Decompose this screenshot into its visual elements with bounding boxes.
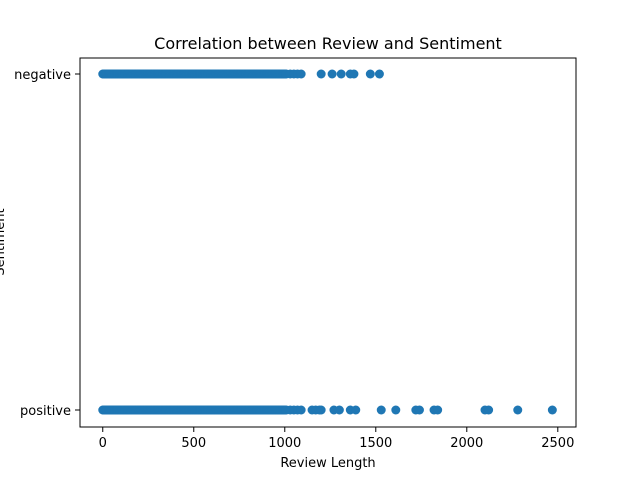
plot-frame (79, 57, 577, 428)
data-point (336, 69, 346, 79)
data-point (547, 405, 557, 415)
chart-title: Correlation between Review and Sentiment (154, 34, 502, 53)
x-axis: 0 500 1000 1500 2000 2500 (99, 427, 574, 451)
y-tick-label: negative (14, 68, 71, 83)
x-tick-label: 1000 (268, 436, 301, 451)
data-point (296, 69, 306, 79)
data-point (351, 405, 361, 415)
x-tick-label: 500 (181, 436, 206, 451)
x-axis-label: Review Length (280, 456, 375, 471)
x-tick-label: 2000 (450, 436, 483, 451)
data-point (433, 405, 443, 415)
data-point (327, 69, 337, 79)
x-tick-label: 2500 (541, 436, 574, 451)
data-point (414, 405, 424, 415)
y-axis-label: Sentiment (0, 208, 8, 275)
data-point (296, 405, 306, 415)
data-point (484, 405, 494, 415)
data-point (316, 69, 326, 79)
data-point (376, 405, 386, 415)
plot-background (80, 58, 576, 427)
data-point (316, 405, 326, 415)
y-axis: positive negative (14, 68, 80, 419)
y-tick-label: positive (20, 404, 71, 419)
data-point (513, 405, 523, 415)
data-point (374, 69, 384, 79)
data-point (391, 405, 401, 415)
data-point (349, 69, 359, 79)
x-tick-label: 0 (99, 436, 107, 451)
data-point (365, 69, 375, 79)
data-point (334, 405, 344, 415)
x-tick-label: 1500 (359, 436, 392, 451)
points-layer (98, 69, 557, 415)
